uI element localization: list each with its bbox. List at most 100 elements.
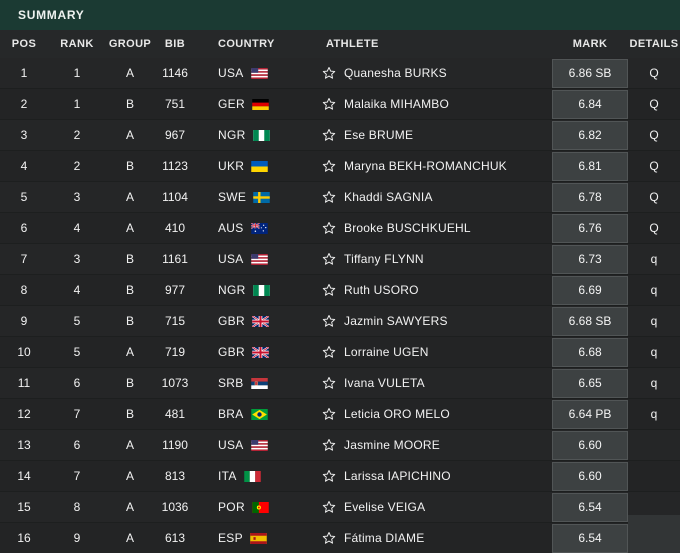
pos-cell: 1 [20,66,28,80]
table-row[interactable]: 15 8 A 1036 POR Evelise VEIGA 6.54 [0,492,680,523]
usa-flag-icon [250,253,268,265]
mark-value[interactable]: 6.84 [552,89,628,119]
athlete-name: Jasmine MOORE [344,438,440,452]
pos-cell: 15 [17,500,31,514]
favorite-star-icon[interactable] [322,252,336,266]
qualification-status: q [650,345,658,359]
country-cell: POR [196,500,310,514]
favorite-star-icon[interactable] [322,376,336,390]
country-code: USA [218,252,244,266]
group-cell: A [125,345,134,359]
table-row[interactable]: 11 6 B 1073 SRB Ivana VULETA 6.65 q [0,368,680,399]
table-row[interactable]: 10 5 A 719 GBR Lorraine UGEN 6.68 q [0,337,680,368]
athlete-cell: Malaika MIHAMBO [310,97,552,111]
table-row[interactable]: 7 3 B 1161 USA Tiffany FLYNN 6.73 q [0,244,680,275]
athlete-cell: Ruth USORO [310,283,552,297]
favorite-star-icon[interactable] [322,407,336,421]
mark-cell: 6.81 [552,151,628,181]
group-cell: A [125,469,134,483]
table-row[interactable]: 5 3 A 1104 SWE Khaddi SAGNIA 6.78 Q [0,182,680,213]
bib-cell: 410 [164,221,186,235]
mark-value[interactable]: 6.65 [552,368,628,398]
mark-value[interactable]: 6.54 [552,523,628,553]
table-row[interactable]: 16 9 A 613 ESP Fátima DIAME 6.54 [0,523,680,553]
favorite-star-icon[interactable] [322,128,336,142]
country-code: NGR [218,283,246,297]
mark-value[interactable]: 6.68 [552,337,628,367]
bib-cell: 1146 [162,66,188,80]
favorite-star-icon[interactable] [322,314,336,328]
favorite-star-icon[interactable] [322,97,336,111]
mark-value[interactable]: 6.60 [552,430,628,460]
country-cell: ESP [196,531,310,545]
favorite-star-icon[interactable] [322,283,336,297]
favorite-star-icon[interactable] [322,500,336,514]
favorite-star-icon[interactable] [322,438,336,452]
athlete-name: Evelise VEIGA [344,500,426,514]
favorite-star-icon[interactable] [322,469,336,483]
group-cell: A [125,438,134,452]
mark-cell: 6.84 [552,89,628,119]
header-mark: MARK [572,38,608,50]
group-cell: A [125,531,134,545]
mark-value[interactable]: 6.81 [552,151,628,181]
header-athlete: ATHLETE [326,38,379,50]
favorite-star-icon[interactable] [322,159,336,173]
table-row[interactable]: 4 2 B 1123 UKR Maryna BEKH-ROMANCHUK 6.81 Q [0,151,680,182]
rank-cell: 6 [73,376,81,390]
pos-cell: 5 [20,190,28,204]
favorite-star-icon[interactable] [322,221,336,235]
mark-cell: 6.64 PB [552,399,628,429]
mark-value[interactable]: 6.78 [552,182,628,212]
mark-value[interactable]: 6.54 [552,492,628,522]
group-cell: A [125,190,134,204]
mark-cell: 6.54 [552,523,628,553]
athlete-cell: Ese BRUME [310,128,552,142]
athlete-cell: Ivana VULETA [310,376,552,390]
rank-cell: 5 [73,345,81,359]
table-row[interactable]: 3 2 A 967 NGR Ese BRUME 6.82 Q [0,120,680,151]
mark-value[interactable]: 6.82 [552,120,628,150]
qualification-status: Q [649,221,659,235]
bib-cell: 613 [164,531,186,545]
athlete-name: Maryna BEKH-ROMANCHUK [344,159,507,173]
mark-cell: 6.69 [552,275,628,305]
table-row[interactable]: 12 7 B 481 BRA Leticia ORO MELO 6.64 PB q [0,399,680,430]
pos-cell: 7 [20,252,28,266]
pos-cell: 2 [20,97,28,111]
country-code: POR [218,500,245,514]
country-code: USA [218,66,244,80]
header-details: DETAILS [629,38,679,50]
mark-value[interactable]: 6.73 [552,244,628,274]
mark-value[interactable]: 6.60 [552,461,628,491]
pos-cell: 3 [20,128,28,142]
mark-value[interactable]: 6.76 [552,213,628,243]
qualification-status: Q [649,97,659,111]
mark-cell: 6.73 [552,244,628,274]
favorite-star-icon[interactable] [322,66,336,80]
table-row[interactable]: 2 1 B 751 GER Malaika MIHAMBO 6.84 Q [0,89,680,120]
table-row[interactable]: 14 7 A 813 ITA Larissa IAPICHINO 6.60 [0,461,680,492]
group-cell: A [125,66,134,80]
rank-cell: 4 [73,221,81,235]
table-row[interactable]: 1 1 A 1146 USA Quanesha BURKS 6.86 SB Q [0,58,680,89]
athlete-cell: Khaddi SAGNIA [310,190,552,204]
table-row[interactable]: 8 4 B 977 NGR Ruth USORO 6.69 q [0,275,680,306]
table-row[interactable]: 9 5 B 715 GBR Jazmin SAWYERS 6.68 SB q [0,306,680,337]
mark-value[interactable]: 6.68 SB [552,306,628,336]
country-cell: NGR [196,128,310,142]
favorite-star-icon[interactable] [322,531,336,545]
athlete-cell: Quanesha BURKS [310,66,552,80]
tab-summary[interactable]: SUMMARY [18,8,85,22]
country-cell: SRB [196,376,310,390]
favorite-star-icon[interactable] [322,345,336,359]
mark-value[interactable]: 6.69 [552,275,628,305]
mark-value[interactable]: 6.86 SB [552,58,628,88]
mark-cell: 6.54 [552,492,628,522]
pos-cell: 9 [20,314,28,328]
country-code: AUS [218,221,244,235]
mark-value[interactable]: 6.64 PB [552,399,628,429]
table-row[interactable]: 6 4 A 410 AUS Brooke BUSCHKUEHL 6.76 Q [0,213,680,244]
favorite-star-icon[interactable] [322,190,336,204]
table-row[interactable]: 13 6 A 1190 USA Jasmine MOORE 6.60 [0,430,680,461]
